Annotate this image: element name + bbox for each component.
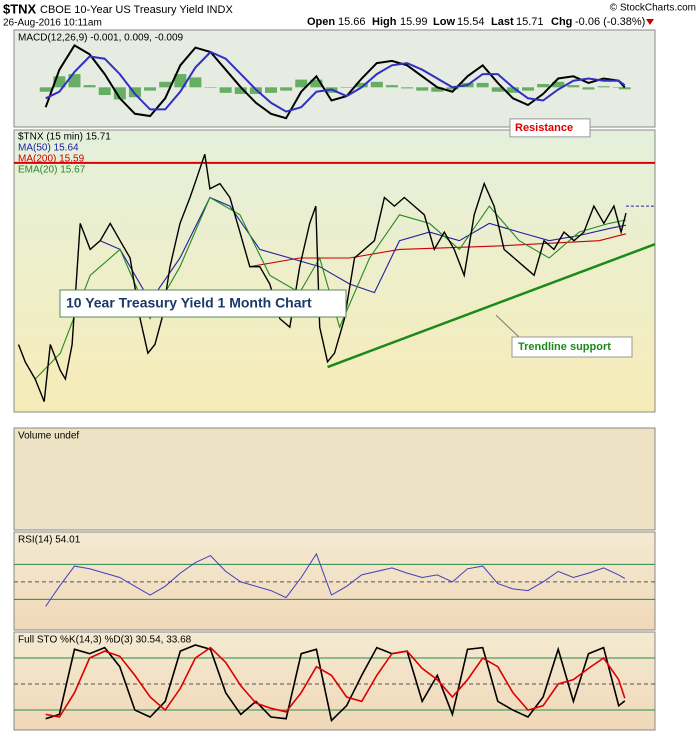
series-line: [45, 644, 626, 723]
histogram-bar: [582, 87, 595, 90]
histogram-bar: [144, 87, 157, 91]
series-line: [45, 552, 626, 607]
histogram-bar: [174, 74, 187, 88]
series-line: [45, 50, 626, 113]
legend-entry: MA(50) 15.64: [18, 143, 79, 154]
histogram-bar: [401, 87, 414, 89]
resistance-label-box: [509, 118, 591, 138]
trendline: [327, 243, 656, 369]
quote-value: 15.54: [457, 16, 485, 28]
panel-title: MACD(12,26,9) -0.001, 0.009, -0.009: [18, 33, 184, 44]
histogram-bar: [370, 81, 383, 88]
histogram-bar: [618, 87, 631, 90]
histogram-bar: [98, 87, 111, 96]
quote-label: Open: [307, 16, 335, 28]
quote-value: 15.99: [400, 16, 428, 28]
quote-value: 15.71: [516, 16, 544, 28]
price-panel: [13, 129, 656, 413]
histogram-bar: [128, 87, 141, 98]
annotation: 10 Year Treasury Yield 1 Month Chart: [66, 295, 312, 311]
histogram-bar: [340, 87, 353, 88]
legend-entry: EMA(20) 15.67: [18, 165, 86, 176]
histogram-bar: [83, 85, 96, 88]
histogram-bar: [53, 76, 66, 88]
histogram-bar: [431, 87, 444, 92]
histogram-bar: [355, 82, 368, 88]
panel-title: Volume undef: [18, 431, 79, 442]
histogram-bar: [204, 87, 217, 88]
label-layer: $TNX CBOE 10-Year US Treasury Yield INDX…: [3, 1, 696, 645]
trendline-label: Trendline support: [518, 341, 611, 353]
series-line: [17, 153, 627, 402]
histogram-bar: [265, 87, 278, 93]
macd-panel: [13, 29, 656, 128]
histogram-bar: [446, 87, 459, 90]
symbol-name: CBOE 10-Year US Treasury Yield INDX: [40, 4, 233, 16]
histogram-bar: [567, 85, 580, 88]
volume-panel: [13, 427, 656, 531]
histogram-bar: [189, 77, 202, 88]
panel-title: Full STO %K(14,3) %D(3) 30.54, 33.68: [18, 635, 192, 646]
down-arrow: [646, 19, 654, 25]
mark-layer: [14, 44, 656, 723]
legend-entry: MA(200) 15.59: [18, 154, 85, 165]
histogram-bar: [552, 81, 565, 88]
resistance-label: Resistance: [515, 122, 573, 134]
histogram-bar: [476, 82, 489, 88]
quote-value: 15.66: [338, 16, 366, 28]
histogram-bar: [416, 87, 429, 91]
series-line: [99, 196, 627, 303]
quote-label: Low: [433, 16, 455, 28]
histogram-bar: [159, 81, 172, 88]
histogram-bar: [491, 87, 504, 92]
trendline-pointer: [495, 314, 521, 339]
histogram-bar: [385, 85, 398, 88]
quote-label: High: [372, 16, 397, 28]
series-line: [45, 646, 626, 718]
histogram-bar: [295, 79, 308, 88]
histogram-bar: [113, 87, 126, 100]
date: 26-Aug-2016 10:11am: [3, 18, 102, 29]
symbol: $TNX: [3, 1, 37, 16]
histogram-bar: [39, 87, 52, 92]
quote-label: Last: [491, 16, 514, 28]
rsi-panel: [13, 531, 656, 631]
histogram-bar: [612, 87, 625, 88]
change: -0.06 (-0.38%): [575, 16, 645, 28]
trendline-label-box: [511, 336, 633, 358]
histogram-bar: [310, 79, 323, 88]
histogram-bar: [219, 87, 232, 93]
histogram-bar: [234, 87, 247, 94]
annotation-box: [59, 289, 347, 318]
panel-title: RSI(14) 54.01: [18, 535, 81, 546]
histogram-bar: [597, 86, 610, 88]
histogram-bar: [537, 84, 550, 88]
histogram-bar: [280, 87, 293, 91]
series-line: [249, 233, 627, 268]
quote-label: Chg: [551, 16, 572, 28]
histogram-bar: [506, 87, 519, 93]
credit: © StockCharts.com: [610, 3, 696, 14]
histogram-bar: [522, 87, 535, 91]
legend-entry: $TNX (15 min) 15.71: [18, 132, 111, 143]
